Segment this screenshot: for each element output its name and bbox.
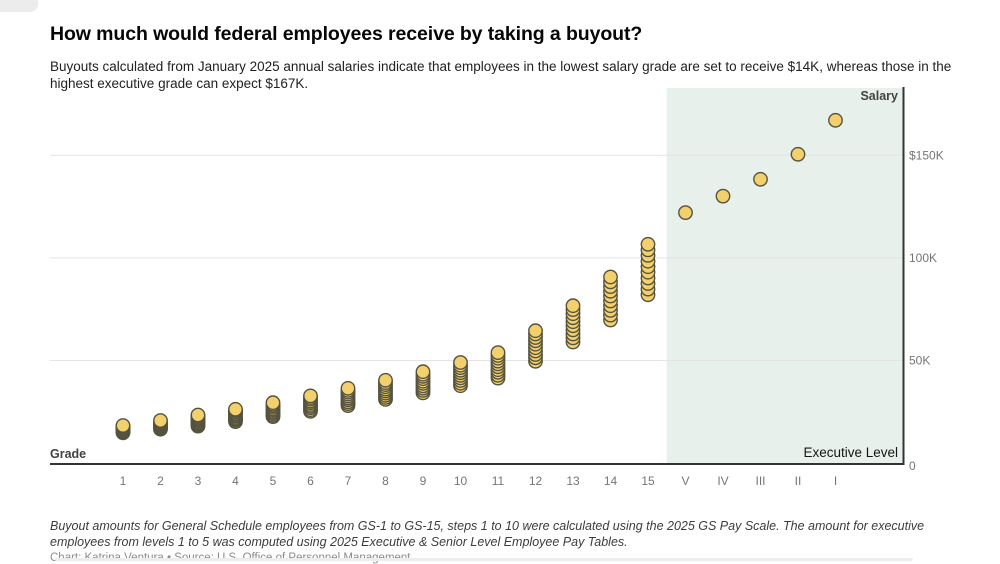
x-tick-label-I: I xyxy=(834,474,837,488)
bottom-divider xyxy=(55,558,913,561)
x-tick-label-11: 11 xyxy=(492,474,505,488)
y-tick-100k: 100K xyxy=(909,251,937,265)
x-tick-label-7: 7 xyxy=(345,474,352,488)
buyout-dot-15-step-10[interactable] xyxy=(640,236,656,252)
buyout-dot-3-step-10[interactable] xyxy=(190,407,206,423)
x-tick-label-14: 14 xyxy=(604,474,618,488)
x-tick-label-8: 8 xyxy=(382,474,389,488)
y-tick-50k: 50K xyxy=(909,354,930,368)
x-tick-label-3: 3 xyxy=(195,474,202,488)
buyout-dot-11-step-10[interactable] xyxy=(490,345,506,360)
x-tick-label-V: V xyxy=(681,474,689,488)
x-tick-label-9: 9 xyxy=(420,474,427,488)
methodology-note: Buyout amounts for General Schedule empl… xyxy=(50,518,925,550)
buyout-dot-5-step-10[interactable] xyxy=(265,395,281,411)
x-axis-title: Grade xyxy=(50,447,86,461)
buyout-dot-1-step-10[interactable] xyxy=(115,418,131,433)
y-tick-0: 0 xyxy=(909,459,916,473)
buyout-dot-6-step-10[interactable] xyxy=(303,388,318,404)
buyout-dot-2-step-10[interactable] xyxy=(153,413,168,428)
chart-title: How much would federal employees receive… xyxy=(50,23,643,46)
x-tick-label-6: 6 xyxy=(307,474,314,488)
executive-region-highlight xyxy=(666,88,904,464)
x-tick-label-5: 5 xyxy=(270,474,277,488)
x-tick-label-2: 2 xyxy=(157,474,164,488)
x-tick-labels: 1 2 3 4 5 6 7 8 9 10 11 12 13 14 15 V IV III II I xyxy=(120,474,838,488)
chart-subtitle: Buyouts calculated from January 2025 ann… xyxy=(50,58,952,92)
buyout-dot-8-step-10[interactable] xyxy=(378,372,393,388)
buyout-dot-I-step-1[interactable] xyxy=(828,112,843,128)
buyout-dot-4-step-10[interactable] xyxy=(228,401,243,417)
dots-layer xyxy=(115,112,843,441)
buyout-dot-14-step-10[interactable] xyxy=(603,269,618,285)
x-tick-label-15: 15 xyxy=(641,474,655,488)
buyout-dot-10-step-10[interactable] xyxy=(453,355,468,370)
buyout-dot-9-step-10[interactable] xyxy=(415,364,431,380)
buyout-dot-13-step-10[interactable] xyxy=(565,298,581,314)
y-axis-title: Salary xyxy=(860,89,898,103)
buyout-dot-7-step-10[interactable] xyxy=(340,380,356,396)
x-tick-label-10: 10 xyxy=(454,474,468,488)
x-tick-label-III: III xyxy=(755,474,765,488)
x-tick-label-1: 1 xyxy=(120,474,127,488)
x-tick-label-13: 13 xyxy=(566,474,580,488)
x-tick-label-4: 4 xyxy=(232,474,239,488)
x-tick-label-IV: IV xyxy=(717,474,728,488)
buyout-dot-12-step-10[interactable] xyxy=(528,323,543,339)
buyout-dot-III-step-1[interactable] xyxy=(753,171,768,187)
buyout-dot-IV-step-1[interactable] xyxy=(715,188,731,204)
y-tick-150k: $150K xyxy=(909,149,944,163)
x-tick-label-12: 12 xyxy=(529,474,543,488)
executive-level-label: Executive Level xyxy=(803,445,898,460)
page-corner-artifact xyxy=(0,0,38,12)
buyout-dot-V-step-1[interactable] xyxy=(678,205,693,221)
x-tick-label-II: II xyxy=(795,474,802,488)
buyout-dot-II-step-1[interactable] xyxy=(790,146,806,162)
